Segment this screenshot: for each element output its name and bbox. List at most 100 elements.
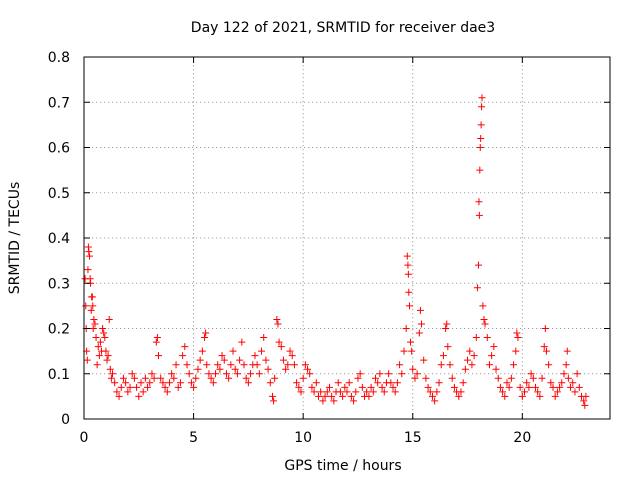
data-point — [564, 374, 572, 382]
data-point — [437, 361, 445, 369]
data-point — [426, 388, 434, 396]
data-point — [295, 383, 303, 391]
data-point — [475, 261, 482, 269]
data-point — [529, 374, 537, 382]
data-point — [229, 347, 237, 355]
data-point — [275, 338, 283, 346]
data-point — [95, 352, 103, 360]
data-point — [236, 356, 244, 364]
data-point — [155, 352, 163, 360]
data-point — [117, 383, 125, 391]
data-point — [385, 370, 393, 378]
x-tick-label: 5 — [189, 430, 198, 446]
data-point — [212, 370, 219, 378]
data-point — [201, 334, 209, 342]
data-point — [172, 361, 180, 369]
data-point — [152, 338, 160, 346]
data-point — [203, 361, 211, 369]
data-point — [214, 361, 222, 369]
data-point — [194, 365, 202, 373]
data-point — [85, 252, 93, 260]
data-point — [512, 347, 520, 355]
data-point — [347, 392, 355, 400]
data-point — [315, 392, 323, 400]
data-point — [299, 374, 307, 382]
data-point — [404, 270, 412, 278]
data-point — [505, 383, 513, 391]
data-point — [380, 388, 388, 396]
data-point — [567, 383, 575, 391]
data-point — [330, 397, 338, 405]
data-point — [424, 383, 432, 391]
data-point — [124, 388, 132, 396]
data-point — [418, 320, 426, 328]
data-point — [150, 374, 158, 382]
y-tick-label: 0.8 — [48, 50, 70, 66]
data-point — [113, 388, 121, 396]
data-point — [192, 374, 200, 382]
data-point — [168, 370, 176, 378]
data-point — [323, 388, 331, 396]
data-point — [126, 383, 134, 391]
data-point — [102, 347, 110, 355]
data-point — [475, 211, 483, 219]
data-point — [374, 379, 382, 387]
data-point — [96, 338, 104, 346]
data-point — [187, 379, 195, 387]
data-point — [448, 374, 456, 382]
data-point — [531, 383, 539, 391]
data-point — [389, 383, 397, 391]
data-point — [137, 379, 145, 387]
data-point — [485, 361, 493, 369]
data-point — [369, 388, 377, 396]
data-point — [483, 334, 491, 342]
data-point — [391, 388, 399, 396]
data-point — [317, 388, 325, 396]
data-point — [130, 374, 138, 382]
data-point — [478, 94, 486, 102]
data-point — [209, 379, 217, 387]
data-point — [104, 352, 112, 360]
data-point — [274, 320, 282, 328]
data-point — [525, 383, 533, 391]
data-point — [83, 356, 91, 364]
data-point — [297, 388, 305, 396]
data-point — [176, 379, 184, 387]
data-point — [284, 361, 292, 369]
data-point — [376, 370, 384, 378]
data-point — [334, 379, 342, 387]
data-point — [99, 325, 107, 332]
data-point — [282, 365, 290, 373]
data-point — [196, 356, 204, 364]
data-point — [365, 392, 373, 400]
data-point — [146, 379, 154, 387]
data-point — [103, 356, 111, 364]
grid — [84, 57, 610, 419]
data-point — [341, 383, 349, 391]
data-point — [101, 334, 109, 342]
data-point — [553, 388, 561, 396]
y-axis-title: SRMTID / TECUs — [7, 182, 23, 295]
data-point — [416, 306, 424, 314]
data-point — [581, 401, 589, 409]
data-point — [562, 361, 570, 369]
data-point — [516, 383, 524, 391]
data-point — [560, 370, 568, 378]
data-point — [157, 374, 165, 382]
data-point — [542, 347, 550, 355]
data-point — [181, 343, 189, 351]
y-tick-label: 0.4 — [48, 231, 70, 247]
data-point — [464, 356, 472, 364]
data-point — [478, 103, 486, 111]
data-point — [183, 361, 191, 369]
data-point — [501, 392, 509, 400]
y-tick-label: 0.3 — [48, 276, 70, 292]
data-point — [479, 302, 487, 310]
data-point — [244, 379, 252, 387]
data-point — [260, 334, 268, 342]
data-point — [490, 343, 498, 351]
data-point — [312, 379, 320, 387]
data-point — [536, 392, 544, 400]
